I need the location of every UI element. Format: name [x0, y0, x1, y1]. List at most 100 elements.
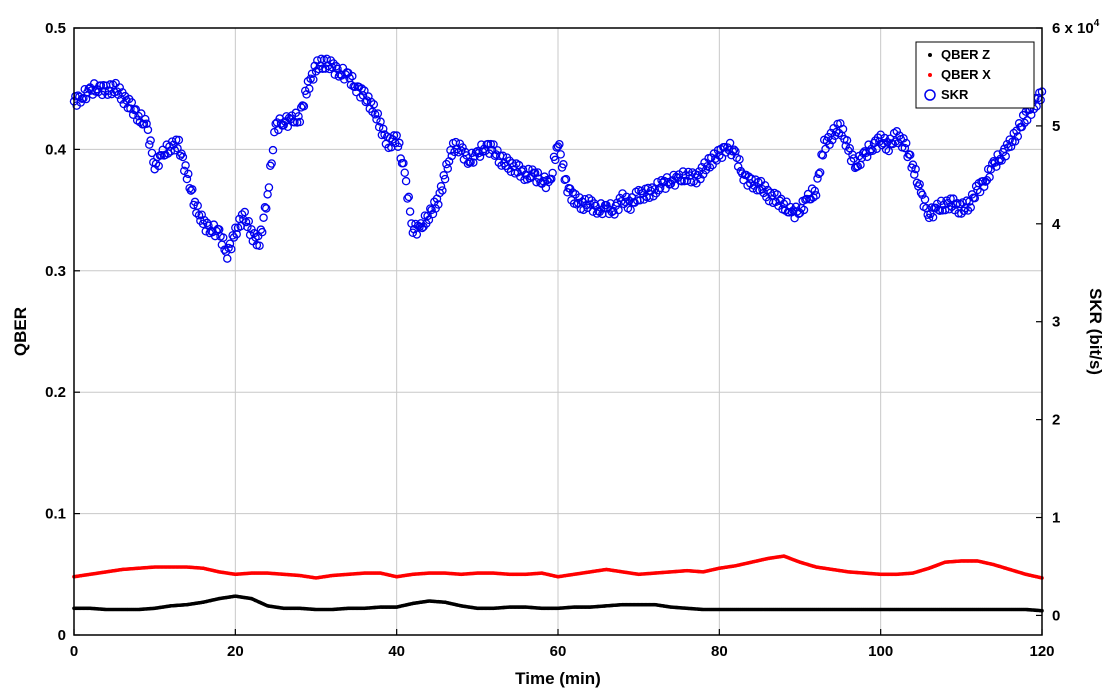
legend-item-qber-x: QBER X [928, 67, 991, 82]
data-point [810, 186, 820, 196]
data-point [1020, 118, 1029, 128]
series-skr [69, 54, 1047, 263]
data-point [1036, 95, 1045, 105]
data-point [389, 131, 399, 140]
data-point [725, 138, 735, 148]
x-tick-label: 120 [1029, 643, 1054, 660]
data-point [270, 127, 279, 137]
right-y-tick-label: 5 [1052, 118, 1060, 135]
data-point [147, 148, 157, 158]
data-point [586, 200, 595, 209]
data-point [838, 124, 848, 134]
data-point [200, 215, 209, 225]
data-point [327, 63, 337, 72]
data-point [339, 75, 349, 84]
data-point [547, 174, 556, 184]
data-point [369, 100, 379, 109]
data-point [305, 84, 314, 93]
data-point [362, 96, 372, 105]
data-point [376, 117, 385, 126]
data-point [905, 150, 915, 160]
data-point [901, 138, 911, 148]
data-point [635, 196, 645, 205]
data-point [237, 210, 247, 219]
data-point [525, 173, 535, 183]
data-point [556, 150, 565, 159]
left-y-axis-title: QBER [11, 307, 30, 356]
data-point [900, 143, 910, 153]
data-point [259, 213, 268, 222]
data-point [348, 71, 357, 81]
right-y-tick-label: 4 [1052, 216, 1061, 233]
data-point [475, 152, 485, 161]
right-y-axis-title: SKR (bit/s) [1086, 288, 1105, 375]
data-point [551, 155, 560, 165]
axis-ticks: 0 20 40 60 80 100 120 0 0.1 0.2 0.3 0.4 0.5 0 1 2 3 4 5 [45, 20, 1061, 660]
data-point [267, 159, 276, 168]
legend-label-qber-x: QBER X [941, 67, 991, 82]
data-point [849, 154, 859, 163]
data-point [807, 184, 817, 193]
data-point [729, 145, 739, 154]
data-point [751, 175, 760, 184]
data-point [670, 181, 680, 190]
data-point [434, 200, 443, 209]
data-point [940, 205, 950, 215]
data-point [283, 122, 293, 132]
data-point [443, 164, 453, 173]
data-point [868, 146, 877, 155]
data-point [182, 174, 192, 184]
data-point [436, 182, 446, 191]
x-tick-label: 0 [70, 643, 78, 660]
data-point [396, 154, 405, 163]
data-point [735, 155, 744, 164]
data-point [401, 176, 411, 186]
data-point [290, 118, 299, 127]
data-point [811, 191, 821, 200]
left-y-tick-label: 0 [58, 627, 66, 644]
data-point [814, 169, 824, 179]
data-point [918, 190, 927, 200]
data-point [639, 195, 649, 204]
data-point [143, 125, 153, 135]
data-point [360, 86, 369, 95]
data-point [579, 205, 588, 215]
data-point [1001, 151, 1010, 161]
data-point [946, 194, 955, 203]
data-point [262, 204, 271, 213]
grid-lines [74, 28, 1042, 635]
legend-item-qber-z: QBER Z [928, 47, 990, 62]
right-y-tick-label: 0 [1052, 607, 1060, 624]
data-point [782, 197, 791, 206]
data-point [497, 161, 506, 170]
data-point [263, 190, 272, 199]
data-point [698, 170, 708, 179]
data-point [427, 205, 436, 215]
data-point [575, 193, 584, 202]
data-point [146, 136, 155, 145]
data-point [828, 135, 837, 145]
data-point [366, 97, 376, 107]
data-point [728, 147, 738, 156]
data-point [227, 244, 236, 254]
right-y-tick-label: 2 [1052, 412, 1060, 429]
data-point [184, 169, 193, 179]
data-point [260, 203, 270, 212]
data-point [193, 201, 202, 210]
data-point [171, 135, 181, 145]
data-point [299, 102, 309, 111]
data-point [412, 230, 422, 239]
data-point [223, 254, 232, 263]
data-point [329, 59, 338, 68]
data-point [555, 139, 564, 149]
data-point [181, 161, 190, 170]
data-point [815, 168, 825, 177]
data-point [393, 142, 403, 151]
data-point [154, 161, 163, 171]
data-point [374, 122, 384, 132]
data-point [395, 138, 404, 148]
data-point [178, 152, 188, 162]
legend-marker-skr [924, 89, 936, 101]
data-point [255, 241, 264, 250]
